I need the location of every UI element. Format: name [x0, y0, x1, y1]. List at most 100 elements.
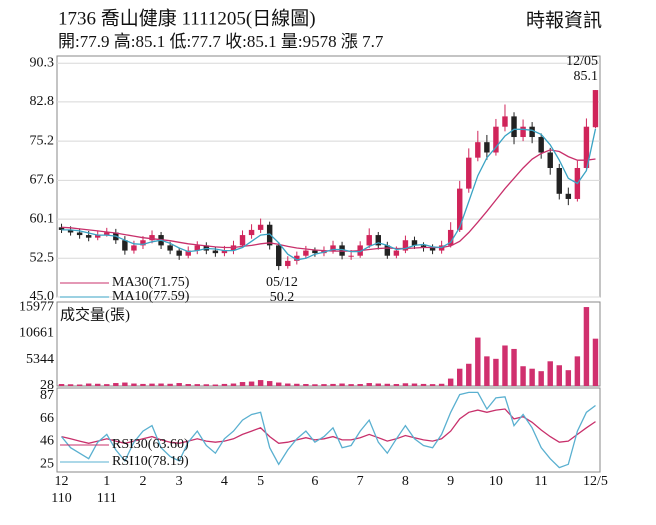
y-tick-label: 66 — [40, 411, 54, 426]
candle-body — [466, 157, 472, 189]
line-series — [61, 149, 596, 252]
candle-body — [547, 152, 553, 168]
y-tick-label: 5344 — [26, 352, 54, 367]
price-frame — [56, 55, 601, 298]
candle-body — [176, 250, 182, 256]
candle-body — [429, 247, 436, 251]
rsi-frame — [56, 387, 601, 473]
x-tick-label: 12/5 — [583, 474, 608, 489]
candle-body — [484, 142, 490, 153]
y-tick-label: 46 — [40, 433, 54, 448]
annotation: 05/12 — [266, 275, 298, 290]
volume-bar — [583, 307, 590, 386]
volume-bar — [547, 361, 553, 386]
volume-bar — [95, 383, 101, 386]
candle-body — [520, 126, 526, 138]
volume-bar — [113, 383, 119, 386]
candle-body — [457, 188, 463, 230]
source: 時報資訊 — [526, 9, 602, 31]
legend-label: RSI10(78.19) — [112, 454, 189, 469]
volume-bar — [221, 383, 228, 386]
volume-bar — [312, 384, 318, 386]
annotation: 12/05 — [566, 54, 598, 69]
candle-body — [330, 245, 336, 251]
x-tick-label: 12 — [55, 474, 69, 489]
annotation: 85.1 — [574, 69, 599, 84]
legend-label: RSI30(63.60) — [112, 437, 189, 452]
candle-body — [257, 224, 264, 230]
line-series — [61, 408, 596, 444]
candle-body — [402, 240, 409, 251]
y-tick-label: 10661 — [19, 326, 54, 341]
candle-body — [76, 232, 83, 236]
x-tick-label: 10 — [489, 474, 503, 489]
volume-bar — [248, 381, 255, 386]
title: 1736 喬山健康 1111205(日線圖) — [58, 7, 316, 29]
volume-bar — [212, 384, 219, 386]
candle-body — [294, 255, 300, 261]
volume-bar — [429, 384, 436, 386]
volume-bar — [257, 380, 264, 386]
candle-body — [185, 250, 191, 256]
volume-bar — [140, 383, 146, 386]
line-series — [60, 391, 596, 469]
legend-label: MA30(71.75) — [112, 275, 190, 290]
y-tick-label: 15977 — [19, 299, 54, 314]
y-tick-label: 25 — [40, 456, 54, 471]
volume-bar — [104, 384, 110, 386]
volume-bar — [203, 384, 210, 386]
volume-bar — [348, 384, 354, 386]
candle-body — [348, 255, 354, 257]
volume-bar — [167, 383, 173, 386]
y-tick-label: 82.8 — [30, 94, 55, 109]
legend-label: MA10(77.59) — [112, 289, 190, 304]
volume-bar — [194, 384, 200, 386]
candle-body — [122, 240, 128, 251]
panel-label: 成交量(張) — [60, 305, 130, 323]
y-tick-label: 28 — [40, 378, 54, 393]
volume-bar — [484, 356, 490, 386]
volume-bar — [366, 383, 372, 386]
x-tick-label: 1 — [103, 474, 110, 489]
volume-bar — [457, 368, 463, 386]
candle-body — [266, 224, 273, 246]
volume-bar — [384, 383, 391, 386]
volume-frame — [56, 301, 601, 387]
x-tick-label: 2 — [139, 474, 146, 489]
candle-body — [384, 245, 391, 256]
candle-body — [502, 116, 508, 127]
candle-body — [447, 229, 454, 246]
volume-bar — [285, 383, 291, 386]
x-tick-label: 11 — [534, 474, 547, 489]
candle-body — [529, 126, 535, 138]
quote: 開:77.9 高:85.1 低:77.7 收:85.1 量:9578 漲 7.7 — [58, 32, 384, 51]
candle-body — [131, 245, 137, 251]
x-tick-label: 3 — [176, 474, 183, 489]
candle-body — [104, 232, 110, 236]
volume-bar — [475, 337, 481, 386]
volume-bar — [58, 384, 65, 386]
candle-body — [95, 235, 101, 238]
volume-bar — [565, 370, 572, 386]
candle-body — [194, 245, 200, 251]
y-tick-label: 87 — [40, 388, 54, 403]
y-tick-label: 67.6 — [30, 173, 55, 188]
volume-bar — [520, 366, 526, 386]
volume-bar — [185, 384, 191, 386]
x-tick-label: 4 — [221, 474, 228, 489]
volume-bar — [357, 384, 363, 386]
candle-body — [85, 235, 92, 238]
volume-bar — [76, 384, 83, 386]
volume-bar — [447, 378, 454, 386]
candle-body — [312, 250, 318, 254]
candle-body — [556, 167, 562, 194]
candle-body — [140, 240, 146, 246]
volume-bar — [592, 338, 599, 386]
volume-bar — [321, 384, 327, 386]
volume-bar — [294, 383, 300, 386]
y-tick-label: 45.0 — [30, 289, 55, 304]
volume-bar — [149, 383, 155, 386]
x-year-label: 111 — [97, 491, 117, 506]
volume-bar — [574, 356, 581, 386]
candle-body — [511, 116, 517, 138]
